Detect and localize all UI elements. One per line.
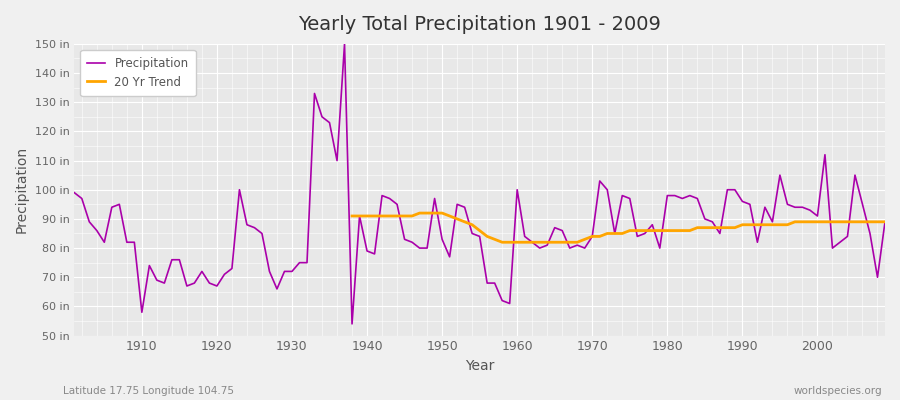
Precipitation (346, 322, 357, 326)
Legend: Precipitation, 20 Yr Trend: Precipitation, 20 Yr Trend (80, 50, 195, 96)
Y-axis label: Precipitation: Precipitation (15, 146, 29, 233)
20 Yr Trend (879, 220, 890, 224)
Text: worldspecies.org: worldspecies.org (794, 386, 882, 396)
Line: Precipitation: Precipitation (75, 44, 885, 324)
20 Yr Trend (414, 211, 425, 216)
Precipitation (294, 260, 305, 265)
Precipitation (616, 193, 627, 198)
20 Yr Trend (497, 240, 508, 245)
20 Yr Trend (699, 225, 710, 230)
20 Yr Trend (542, 240, 553, 245)
Precipitation (519, 234, 530, 239)
Precipitation (526, 240, 537, 245)
Precipitation (354, 214, 364, 218)
Text: Latitude 17.75 Longitude 104.75: Latitude 17.75 Longitude 104.75 (63, 386, 234, 396)
X-axis label: Year: Year (465, 359, 494, 373)
20 Yr Trend (850, 220, 860, 224)
20 Yr Trend (662, 228, 672, 233)
Precipitation (69, 190, 80, 195)
20 Yr Trend (722, 225, 733, 230)
Precipitation (339, 42, 350, 46)
Title: Yearly Total Precipitation 1901 - 2009: Yearly Total Precipitation 1901 - 2009 (298, 15, 662, 34)
Precipitation (129, 240, 140, 245)
Precipitation (879, 220, 890, 224)
20 Yr Trend (429, 211, 440, 216)
Line: 20 Yr Trend: 20 Yr Trend (352, 213, 885, 242)
20 Yr Trend (346, 214, 357, 218)
